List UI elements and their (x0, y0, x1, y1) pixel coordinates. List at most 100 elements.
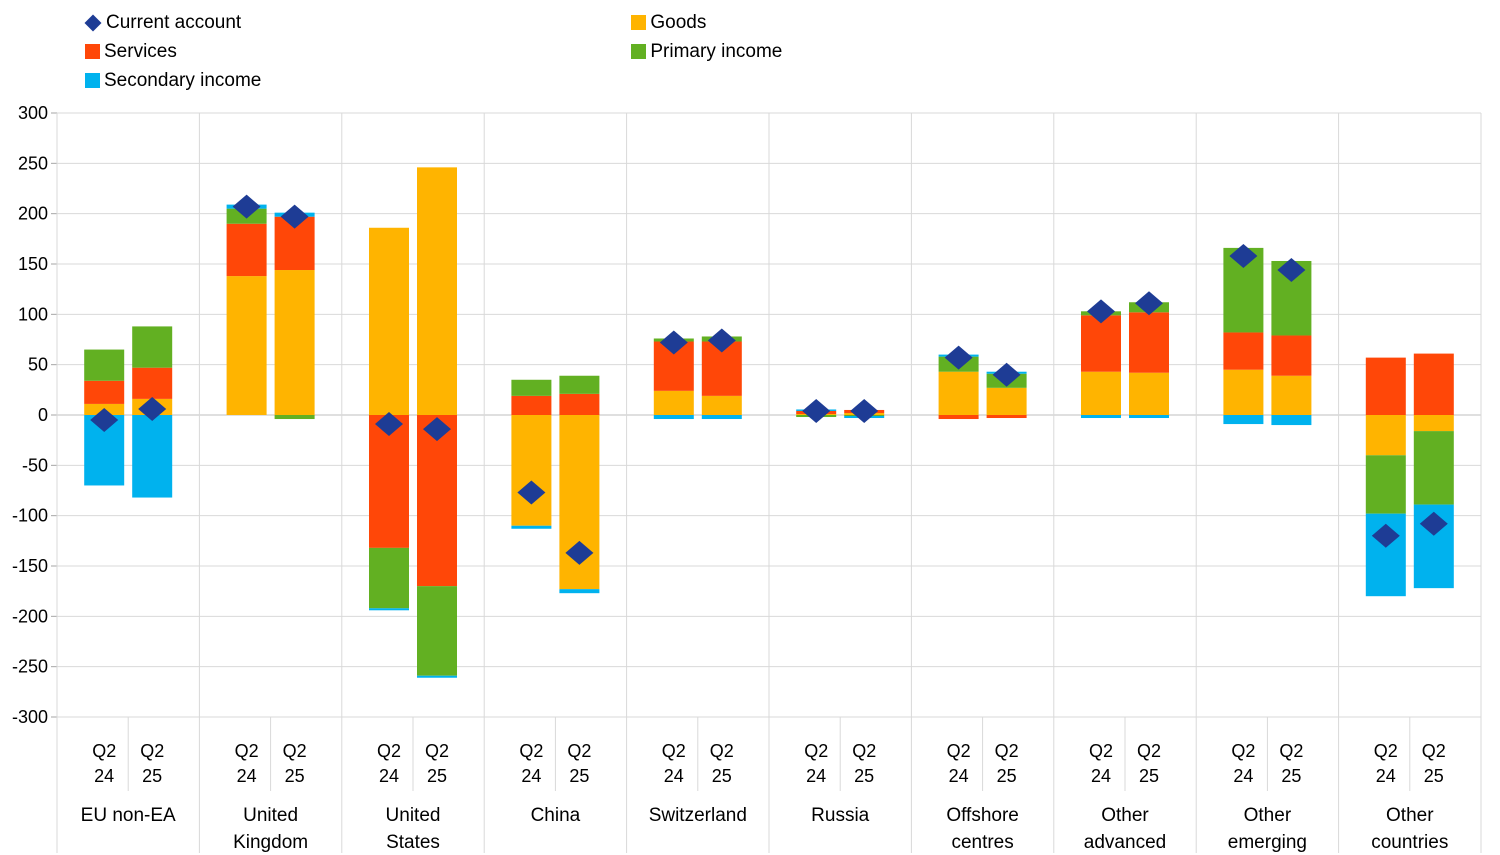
legend-item-primary: Primary income (631, 37, 782, 66)
quarter-label: 25 (712, 766, 732, 786)
current-account-marker (992, 362, 1021, 387)
bar-segment-secondary (559, 589, 600, 594)
group-label: Other (1101, 805, 1149, 826)
quarter-label: 24 (1091, 766, 1111, 786)
current-account-marker (565, 540, 594, 565)
quarter-label: 24 (521, 766, 541, 786)
quarter-label: 25 (142, 766, 162, 786)
legend-item-services: Services (85, 37, 261, 66)
bar-segment-goods (1081, 371, 1121, 415)
bar-segment-services (986, 415, 1027, 419)
quarter-label: 25 (285, 766, 305, 786)
legend-column-2: Goods Primary income (631, 8, 782, 95)
current-account-marker (138, 396, 167, 421)
quarter-label: Q2 (1422, 741, 1446, 761)
quarter-label: Q2 (92, 741, 116, 761)
quarter-label: 25 (569, 766, 589, 786)
bar-segment-secondary (1223, 415, 1264, 425)
current-account-marker (1135, 291, 1163, 316)
quarter-label: Q2 (947, 741, 971, 761)
quarter-label: Q2 (1374, 741, 1398, 761)
bar-segment-primary (511, 379, 552, 396)
group-label: United (386, 805, 441, 826)
quarter-label: Q2 (710, 741, 734, 761)
bar-segment-primary (274, 415, 315, 420)
quarter-label: 25 (997, 766, 1017, 786)
quarter-label: 24 (237, 766, 257, 786)
legend-item-secondary: Secondary income (85, 66, 261, 95)
current-account-marker (1087, 299, 1115, 324)
y-tick-label: 0 (38, 405, 48, 425)
goods-swatch-icon (631, 15, 647, 30)
current-account-marker (232, 194, 261, 219)
bar-segment-services (84, 380, 125, 404)
y-tick-label: -200 (12, 606, 48, 626)
legend-label: Services (104, 40, 177, 62)
quarter-label: Q2 (662, 741, 686, 761)
legend-label: Secondary income (104, 69, 262, 91)
current-account-marker (90, 408, 119, 433)
bar-segment-services (417, 415, 457, 587)
quarter-label: Q2 (283, 741, 307, 761)
group-label: Other (1386, 805, 1434, 826)
quarter-label: 24 (1233, 766, 1253, 786)
bar-segment-goods (701, 395, 742, 415)
legend-label: Current account (106, 11, 242, 33)
quarter-label: 25 (1139, 766, 1159, 786)
bar-segment-services (1081, 315, 1121, 372)
y-tick-label: 300 (18, 103, 48, 123)
current-account-marker (1419, 511, 1448, 536)
bar-segment-goods (1223, 369, 1264, 415)
legend-item-goods: Goods (631, 8, 782, 37)
bar-segment-services (1223, 332, 1264, 370)
current-account-diamond-icon (84, 14, 102, 31)
quarter-label: Q2 (804, 741, 828, 761)
group-label: Kingdom (233, 832, 308, 853)
group-label: Russia (811, 805, 870, 826)
bar-segment-services (511, 395, 552, 415)
legend-label: Goods (650, 11, 707, 33)
current-account-marker (423, 417, 451, 442)
quarter-label: Q2 (377, 741, 401, 761)
legend: Current account Services Secondary income G… (84, 8, 1185, 95)
bar-segment-goods (511, 415, 552, 526)
bar-segment-secondary (701, 415, 742, 420)
bar-segment-goods (653, 390, 694, 415)
group-label: Switzerland (649, 805, 747, 826)
quarter-label: 24 (949, 766, 969, 786)
bar-segment-primary (1413, 431, 1454, 505)
legend-column-1: Current account Services Secondary income (84, 8, 261, 95)
current-account-marker (707, 328, 736, 353)
y-tick-label: 200 (18, 204, 48, 224)
quarter-label: Q2 (567, 741, 591, 761)
quarter-label: 24 (1376, 766, 1396, 786)
group-label: EU non-EA (81, 805, 176, 826)
bar-segment-goods (1129, 372, 1169, 415)
y-tick-label: -150 (12, 556, 48, 576)
quarter-label: 24 (806, 766, 826, 786)
current-account-marker (517, 480, 546, 505)
current-account-marker (375, 412, 403, 437)
legend-label: Primary income (650, 40, 783, 62)
current-account-marker (1229, 243, 1258, 268)
quarter-label: 25 (427, 766, 447, 786)
group-label: States (386, 832, 440, 853)
y-tick-label: -50 (22, 455, 48, 475)
bar-segment-secondary (1271, 415, 1312, 426)
bar-segment-services (369, 415, 409, 548)
current-account-marker (802, 398, 831, 423)
y-tick-label: -100 (12, 506, 48, 526)
y-tick-label: 250 (18, 153, 48, 173)
bar-segment-secondary (369, 608, 409, 611)
group-label: countries (1371, 832, 1448, 853)
quarter-label: Q2 (140, 741, 164, 761)
group-label: China (531, 805, 581, 826)
legend-item-current_account: Current account (84, 8, 261, 37)
bar-segment-primary (132, 326, 173, 368)
bar-segment-services (559, 393, 600, 415)
bar-segment-secondary (132, 415, 173, 498)
y-tick-label: 150 (18, 254, 48, 274)
y-tick-label: -300 (12, 707, 48, 727)
bar-segment-goods (938, 371, 979, 415)
